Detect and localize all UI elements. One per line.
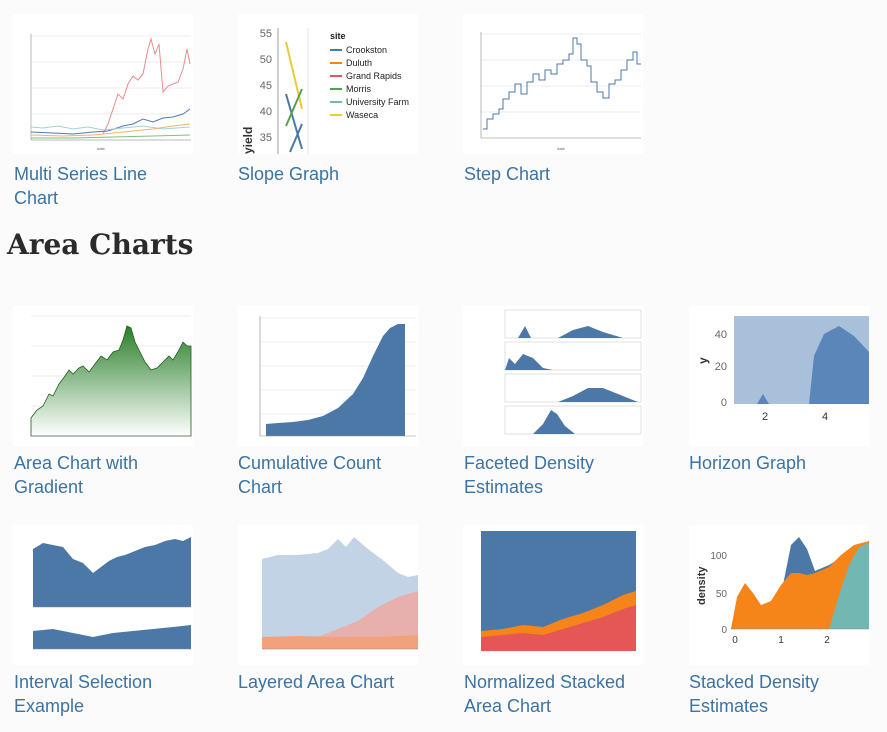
horizon-x-tick: 2 — [762, 411, 768, 423]
stacked-density-y-tick: 0 — [721, 625, 727, 636]
multi-series-line-chart-thumbnail[interactable]: date — [13, 14, 193, 154]
slope-legend-item: Duluth — [346, 58, 372, 68]
slope-y-label: yield — [241, 127, 255, 154]
interval-selection-link[interactable]: Interval Selection Example — [14, 672, 153, 716]
stacked-density-y-tick: 50 — [716, 589, 728, 600]
slope-y-tick: 45 — [260, 80, 272, 92]
slope-legend-item: Crookston — [346, 45, 387, 55]
normalized-stacked-area-link[interactable]: Normalized Stacked Area Chart — [464, 672, 626, 716]
horizon-graph-thumbnail[interactable]: 40 20 0 y 2 4 — [689, 306, 869, 446]
svg-text:date: date — [557, 146, 566, 151]
normalized-stacked-area-thumbnail[interactable] — [463, 525, 643, 665]
slope-legend-title: site — [330, 31, 346, 41]
slope-graph-thumbnail[interactable]: 55 50 45 40 35 yield site Crookston Dulu… — [238, 14, 418, 154]
horizon-x-tick: 4 — [822, 411, 828, 423]
horizon-y-label: y — [696, 357, 710, 364]
stacked-density-thumbnail[interactable]: 100 50 0 density 0 1 2 — [689, 525, 869, 665]
horizon-y-tick: 0 — [721, 397, 727, 409]
stacked-density-x-tick: 2 — [824, 635, 830, 646]
stacked-density-y-label: density — [696, 566, 708, 605]
cumulative-count-chart-link[interactable]: Cumulative Count Chart — [238, 453, 382, 497]
section-title-area-charts: Area Charts — [7, 228, 194, 261]
svg-text:date: date — [97, 146, 106, 151]
stacked-density-x-tick: 1 — [778, 635, 784, 646]
layered-area-chart-thumbnail[interactable] — [238, 525, 418, 665]
slope-legend-item: University Farm — [346, 97, 409, 107]
slope-y-tick: 55 — [260, 28, 272, 40]
layered-area-chart-link[interactable]: Layered Area Chart — [238, 672, 395, 692]
slope-y-tick: 40 — [260, 106, 272, 118]
step-chart-thumbnail[interactable]: date — [463, 14, 643, 154]
multi-series-line-chart-link[interactable]: Multi Series Line Chart — [14, 164, 148, 208]
stacked-density-link[interactable]: Stacked Density Estimates — [689, 672, 820, 716]
stacked-density-y-tick: 100 — [710, 551, 727, 562]
area-chart-gradient-thumbnail[interactable] — [13, 306, 193, 446]
cumulative-count-chart-thumbnail[interactable] — [238, 306, 418, 446]
slope-y-tick: 35 — [260, 132, 272, 144]
stacked-density-x-tick: 0 — [732, 635, 738, 646]
slope-legend-item: Grand Rapids — [346, 71, 402, 81]
slope-y-tick: 50 — [260, 54, 272, 66]
step-chart-link[interactable]: Step Chart — [464, 164, 551, 184]
slope-legend-item: Waseca — [346, 110, 378, 120]
horizon-graph-link[interactable]: Horizon Graph — [689, 453, 807, 473]
area-chart-gradient-link[interactable]: Area Chart with Gradient — [14, 453, 139, 497]
faceted-density-thumbnail[interactable] — [463, 306, 643, 446]
faceted-density-link[interactable]: Faceted Density Estimates — [464, 453, 595, 497]
horizon-y-tick: 40 — [715, 329, 727, 341]
horizon-y-tick: 20 — [715, 361, 727, 373]
slope-graph-link[interactable]: Slope Graph — [238, 164, 340, 184]
slope-legend-item: Morris — [346, 84, 371, 94]
interval-selection-thumbnail[interactable] — [13, 525, 193, 665]
